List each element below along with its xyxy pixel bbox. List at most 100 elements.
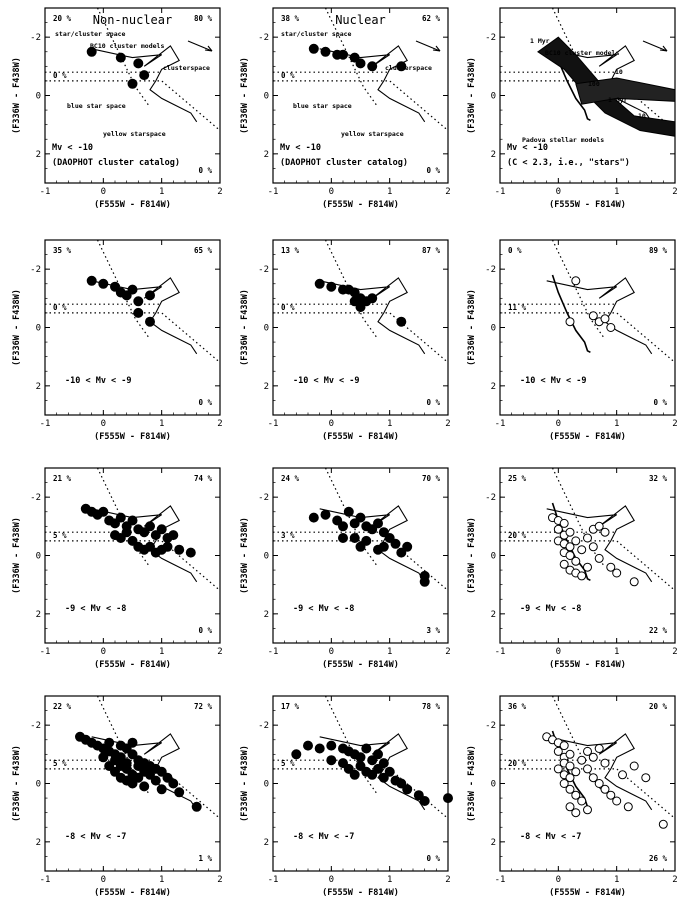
data-point [594, 521, 604, 531]
data-point [156, 524, 167, 535]
catalog-condition: (C < 2.3, i.e., "stars") [507, 157, 630, 168]
annotation-5: yellow starspace [103, 130, 166, 138]
x-tick-label: 0 [329, 187, 334, 197]
data-point [150, 775, 161, 786]
data-point [419, 796, 430, 806]
data-point [110, 518, 120, 529]
y-axis-title: (F336W - F438W) [12, 57, 22, 134]
plot-frame [499, 467, 676, 644]
x-tick-label: 2 [217, 187, 222, 197]
x-tick-label: 0 [101, 647, 106, 657]
data-point [127, 78, 138, 89]
data-point [338, 533, 348, 543]
annotation-1: star/cluster space [55, 30, 126, 38]
data-point [168, 778, 179, 789]
x-tick-label: 2 [672, 187, 677, 197]
y-tick-label: 0 [36, 92, 41, 102]
annotation-7: Padova stellar models [522, 136, 604, 144]
magnitude-condition: -10 < Mv < -9 [65, 376, 132, 386]
percent-top-right: 87 % [422, 246, 441, 255]
data-point [378, 527, 389, 538]
x-tick-label: -1 [40, 187, 51, 197]
annotation-2: BC10 cluster models [90, 42, 164, 50]
data-point [320, 46, 331, 57]
x-tick-label: 1 [614, 419, 619, 429]
data-point [378, 772, 389, 783]
annotation-4: 10 [615, 68, 623, 76]
data-point [355, 752, 366, 763]
y-tick-label: 2 [491, 838, 496, 848]
annotation-2: clusterspace [385, 64, 432, 72]
data-point [98, 278, 109, 289]
x-tick-label: 1 [614, 875, 619, 885]
data-point [145, 290, 155, 301]
y-axis-title: (F336W - F438W) [240, 517, 250, 594]
data-point [174, 787, 185, 798]
panel-2: -1 0 1 2 -2 0 2 (F555W - F814W) (F336W - F438W) 3… [240, 7, 451, 210]
y-tick-label: 2 [36, 382, 41, 392]
cluster-model-track [546, 45, 653, 123]
data-point [338, 521, 348, 532]
percent-top-left: 0 % [508, 246, 522, 255]
annotation-1: star/cluster space [281, 30, 352, 38]
y-tick-label: -2 [485, 493, 496, 503]
y-tick-label: -2 [30, 265, 41, 275]
y-tick-label: -2 [30, 33, 41, 43]
data-point [110, 755, 120, 766]
data-point [571, 276, 581, 286]
data-point [606, 323, 616, 332]
data-point [583, 562, 592, 572]
y-tick-label: 0 [491, 324, 496, 334]
data-point [565, 773, 575, 783]
magnitude-condition: Mv < -10 [507, 143, 548, 153]
y-tick-label: 0 [36, 552, 41, 562]
data-point [583, 764, 592, 774]
data-point [115, 52, 126, 63]
data-point [413, 790, 424, 801]
data-point [367, 524, 378, 535]
data-point [571, 808, 581, 818]
y-tick-label: 0 [264, 324, 269, 334]
data-point [349, 533, 360, 543]
divider-line [551, 239, 606, 340]
percent-mid-left: 3 % [281, 531, 295, 540]
x-axis-title: (F555W - F814W) [94, 200, 171, 210]
x-axis-title: (F555W - F814W) [94, 888, 171, 898]
data-point [349, 296, 360, 307]
panel-12: -1 0 1 2 -2 0 2 (F555W - F814W) (F336W - F438W) 3… [467, 695, 678, 898]
x-tick-label: -1 [495, 875, 506, 885]
data-point [396, 778, 407, 789]
data-point [191, 801, 202, 812]
data-point [396, 547, 407, 558]
divider-line [324, 7, 379, 108]
cluster-model-track [319, 505, 426, 583]
data-point [402, 784, 413, 795]
data-point [174, 544, 185, 555]
percent-top-left: 36 % [508, 702, 527, 711]
data-point [139, 70, 150, 81]
data-point [571, 767, 581, 777]
x-tick-label: 1 [387, 647, 392, 657]
data-point [384, 766, 395, 777]
data-point [355, 512, 366, 523]
data-point [326, 755, 337, 766]
x-tick-label: 2 [445, 187, 450, 197]
data-point [308, 43, 319, 54]
data-point [583, 746, 592, 756]
data-point [565, 527, 575, 537]
data-point [86, 46, 97, 57]
data-point [559, 779, 569, 788]
plot-frame [499, 695, 676, 872]
y-axis-title: (F336W - F438W) [240, 57, 250, 134]
data-point [145, 769, 155, 780]
data-point [565, 317, 575, 327]
data-point [600, 758, 610, 768]
data-point [303, 740, 313, 751]
percent-bottom-right: 0 % [198, 398, 212, 407]
data-point [565, 749, 575, 759]
x-tick-label: 2 [445, 419, 450, 429]
data-point [127, 284, 138, 295]
x-axis-title: (F555W - F814W) [322, 660, 399, 670]
x-tick-label: -1 [268, 419, 279, 429]
annotation-1: 1 Myr [530, 37, 550, 45]
